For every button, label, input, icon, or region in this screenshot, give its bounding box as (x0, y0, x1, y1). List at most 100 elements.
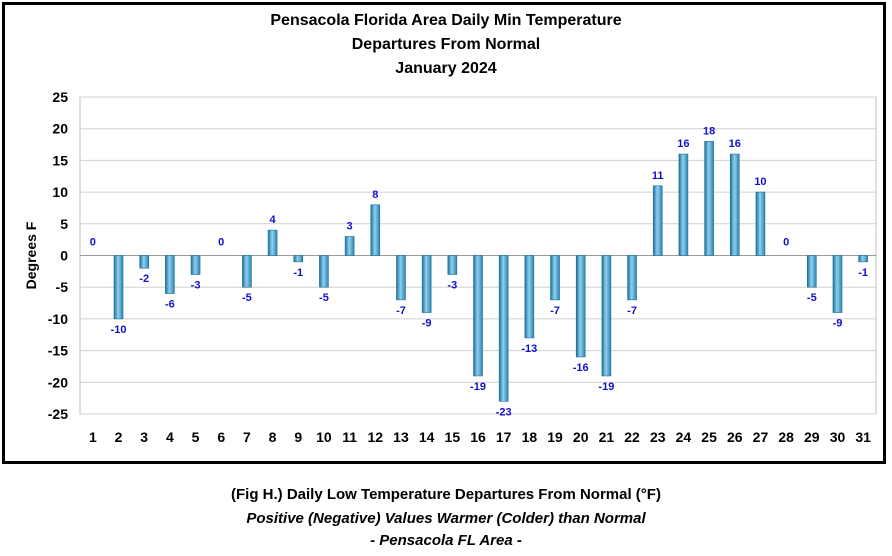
data-label: -19 (470, 381, 486, 393)
bar-day-17 (498, 255, 509, 402)
bar-day-24 (678, 153, 689, 256)
bar-day-3 (139, 255, 149, 269)
x-tick-label: 31 (855, 429, 871, 445)
bar-day-2 (113, 255, 124, 320)
x-tick-label: 24 (676, 429, 692, 445)
x-tick-label: 20 (573, 429, 589, 445)
x-tick-label: 23 (650, 429, 666, 445)
data-label: 11 (652, 170, 664, 182)
data-label: -5 (807, 292, 817, 304)
bar-day-26 (729, 153, 740, 256)
x-tick-label: 5 (192, 429, 200, 445)
data-label: 4 (270, 214, 277, 226)
bar-day-7 (242, 255, 252, 288)
x-tick-label: 15 (445, 429, 461, 445)
data-label: -9 (833, 318, 843, 330)
caption-line-2: Positive (Negative) Values Warmer (Colde… (246, 510, 646, 527)
bar-day-4 (165, 255, 175, 294)
y-tick-label: -20 (48, 374, 68, 390)
y-tick-label: 15 (52, 152, 68, 168)
data-label: 10 (754, 176, 766, 188)
x-tick-label: 28 (778, 429, 794, 445)
data-label: 0 (783, 237, 789, 249)
x-tick-label: 6 (217, 429, 225, 445)
x-tick-label: 11 (342, 429, 357, 445)
x-tick-label: 7 (243, 429, 251, 445)
chart-title-line-1: Pensacola Florida Area Daily Min Tempera… (270, 12, 622, 29)
data-label: -10 (111, 324, 127, 336)
x-tick-label: 8 (269, 429, 277, 445)
bar-day-9 (293, 255, 304, 263)
bar-day-14 (421, 255, 432, 313)
bar-day-20 (575, 255, 586, 358)
y-tick-label: -15 (48, 343, 68, 359)
caption-line-3: - Pensacola FL Area - (370, 532, 522, 549)
data-label: -16 (573, 362, 589, 374)
bar-day-11 (344, 236, 355, 256)
x-tick-label: 18 (522, 429, 538, 445)
y-tick-label: -10 (48, 311, 68, 327)
x-tick-label: 16 (470, 429, 486, 445)
bar-day-15 (447, 255, 458, 275)
data-label: -13 (521, 343, 537, 355)
x-tick-label: 12 (368, 429, 384, 445)
data-label: 16 (677, 138, 689, 150)
x-tick-label: 21 (599, 429, 615, 445)
bar-day-18 (524, 255, 535, 339)
bar-day-5 (190, 255, 201, 275)
data-label: -6 (165, 299, 175, 311)
bar-day-8 (267, 229, 278, 256)
chart-title-line-2: Departures From Normal (351, 36, 541, 53)
data-label: 0 (90, 237, 96, 249)
y-tick-label: -5 (56, 279, 69, 295)
data-label: -1 (858, 267, 868, 279)
bar-day-29 (807, 255, 817, 288)
data-label: -5 (319, 292, 329, 304)
x-tick-label: 19 (547, 429, 563, 445)
x-tick-label: 27 (753, 429, 769, 445)
x-tick-label: 22 (624, 429, 640, 445)
data-label: -23 (496, 406, 512, 418)
bar-day-13 (396, 255, 406, 301)
chart-plot: 0-10-2-6-30-54-1-538-7-9-3-19-23-13-7-16… (23, 89, 877, 445)
data-label: -2 (139, 273, 149, 285)
bar-day-19 (550, 255, 560, 301)
caption-line-1: (Fig H.) Daily Low Temperature Departure… (231, 486, 661, 503)
data-label: -1 (293, 267, 303, 279)
bar-day-21 (601, 255, 612, 377)
y-axis-label: Degrees F (23, 221, 39, 289)
data-label: -9 (422, 318, 432, 330)
bar-day-27 (755, 191, 766, 256)
y-tick-label: -25 (48, 406, 68, 422)
x-tick-label: 4 (166, 429, 174, 445)
x-tick-label: 25 (701, 429, 717, 445)
y-tick-label: 5 (60, 216, 68, 232)
x-tick-label: 1 (89, 429, 97, 445)
x-tick-label: 2 (115, 429, 123, 445)
x-tick-label: 13 (393, 429, 409, 445)
bar-day-22 (627, 255, 637, 301)
data-label: -7 (627, 305, 637, 317)
data-label: -7 (550, 305, 560, 317)
bar-day-31 (858, 255, 868, 263)
bar-day-10 (319, 255, 329, 288)
data-label: -7 (396, 305, 406, 317)
data-label: -3 (447, 280, 457, 292)
x-tick-label: 9 (294, 429, 302, 445)
data-label: 0 (218, 237, 224, 249)
x-tick-label: 26 (727, 429, 743, 445)
data-label: 16 (729, 138, 741, 150)
bar-day-30 (832, 255, 843, 313)
data-label: -5 (242, 292, 252, 304)
x-tick-label: 3 (140, 429, 148, 445)
x-tick-label: 30 (830, 429, 846, 445)
data-label: 18 (703, 125, 715, 137)
y-tick-label: 20 (52, 121, 68, 137)
bar-day-16 (473, 255, 483, 377)
data-label: -19 (598, 381, 614, 393)
x-tick-label: 17 (496, 429, 512, 445)
bar-day-25 (704, 141, 714, 256)
y-tick-label: 0 (60, 248, 68, 264)
data-label: -3 (191, 280, 201, 292)
chart-title-line-3: January 2024 (395, 60, 497, 77)
